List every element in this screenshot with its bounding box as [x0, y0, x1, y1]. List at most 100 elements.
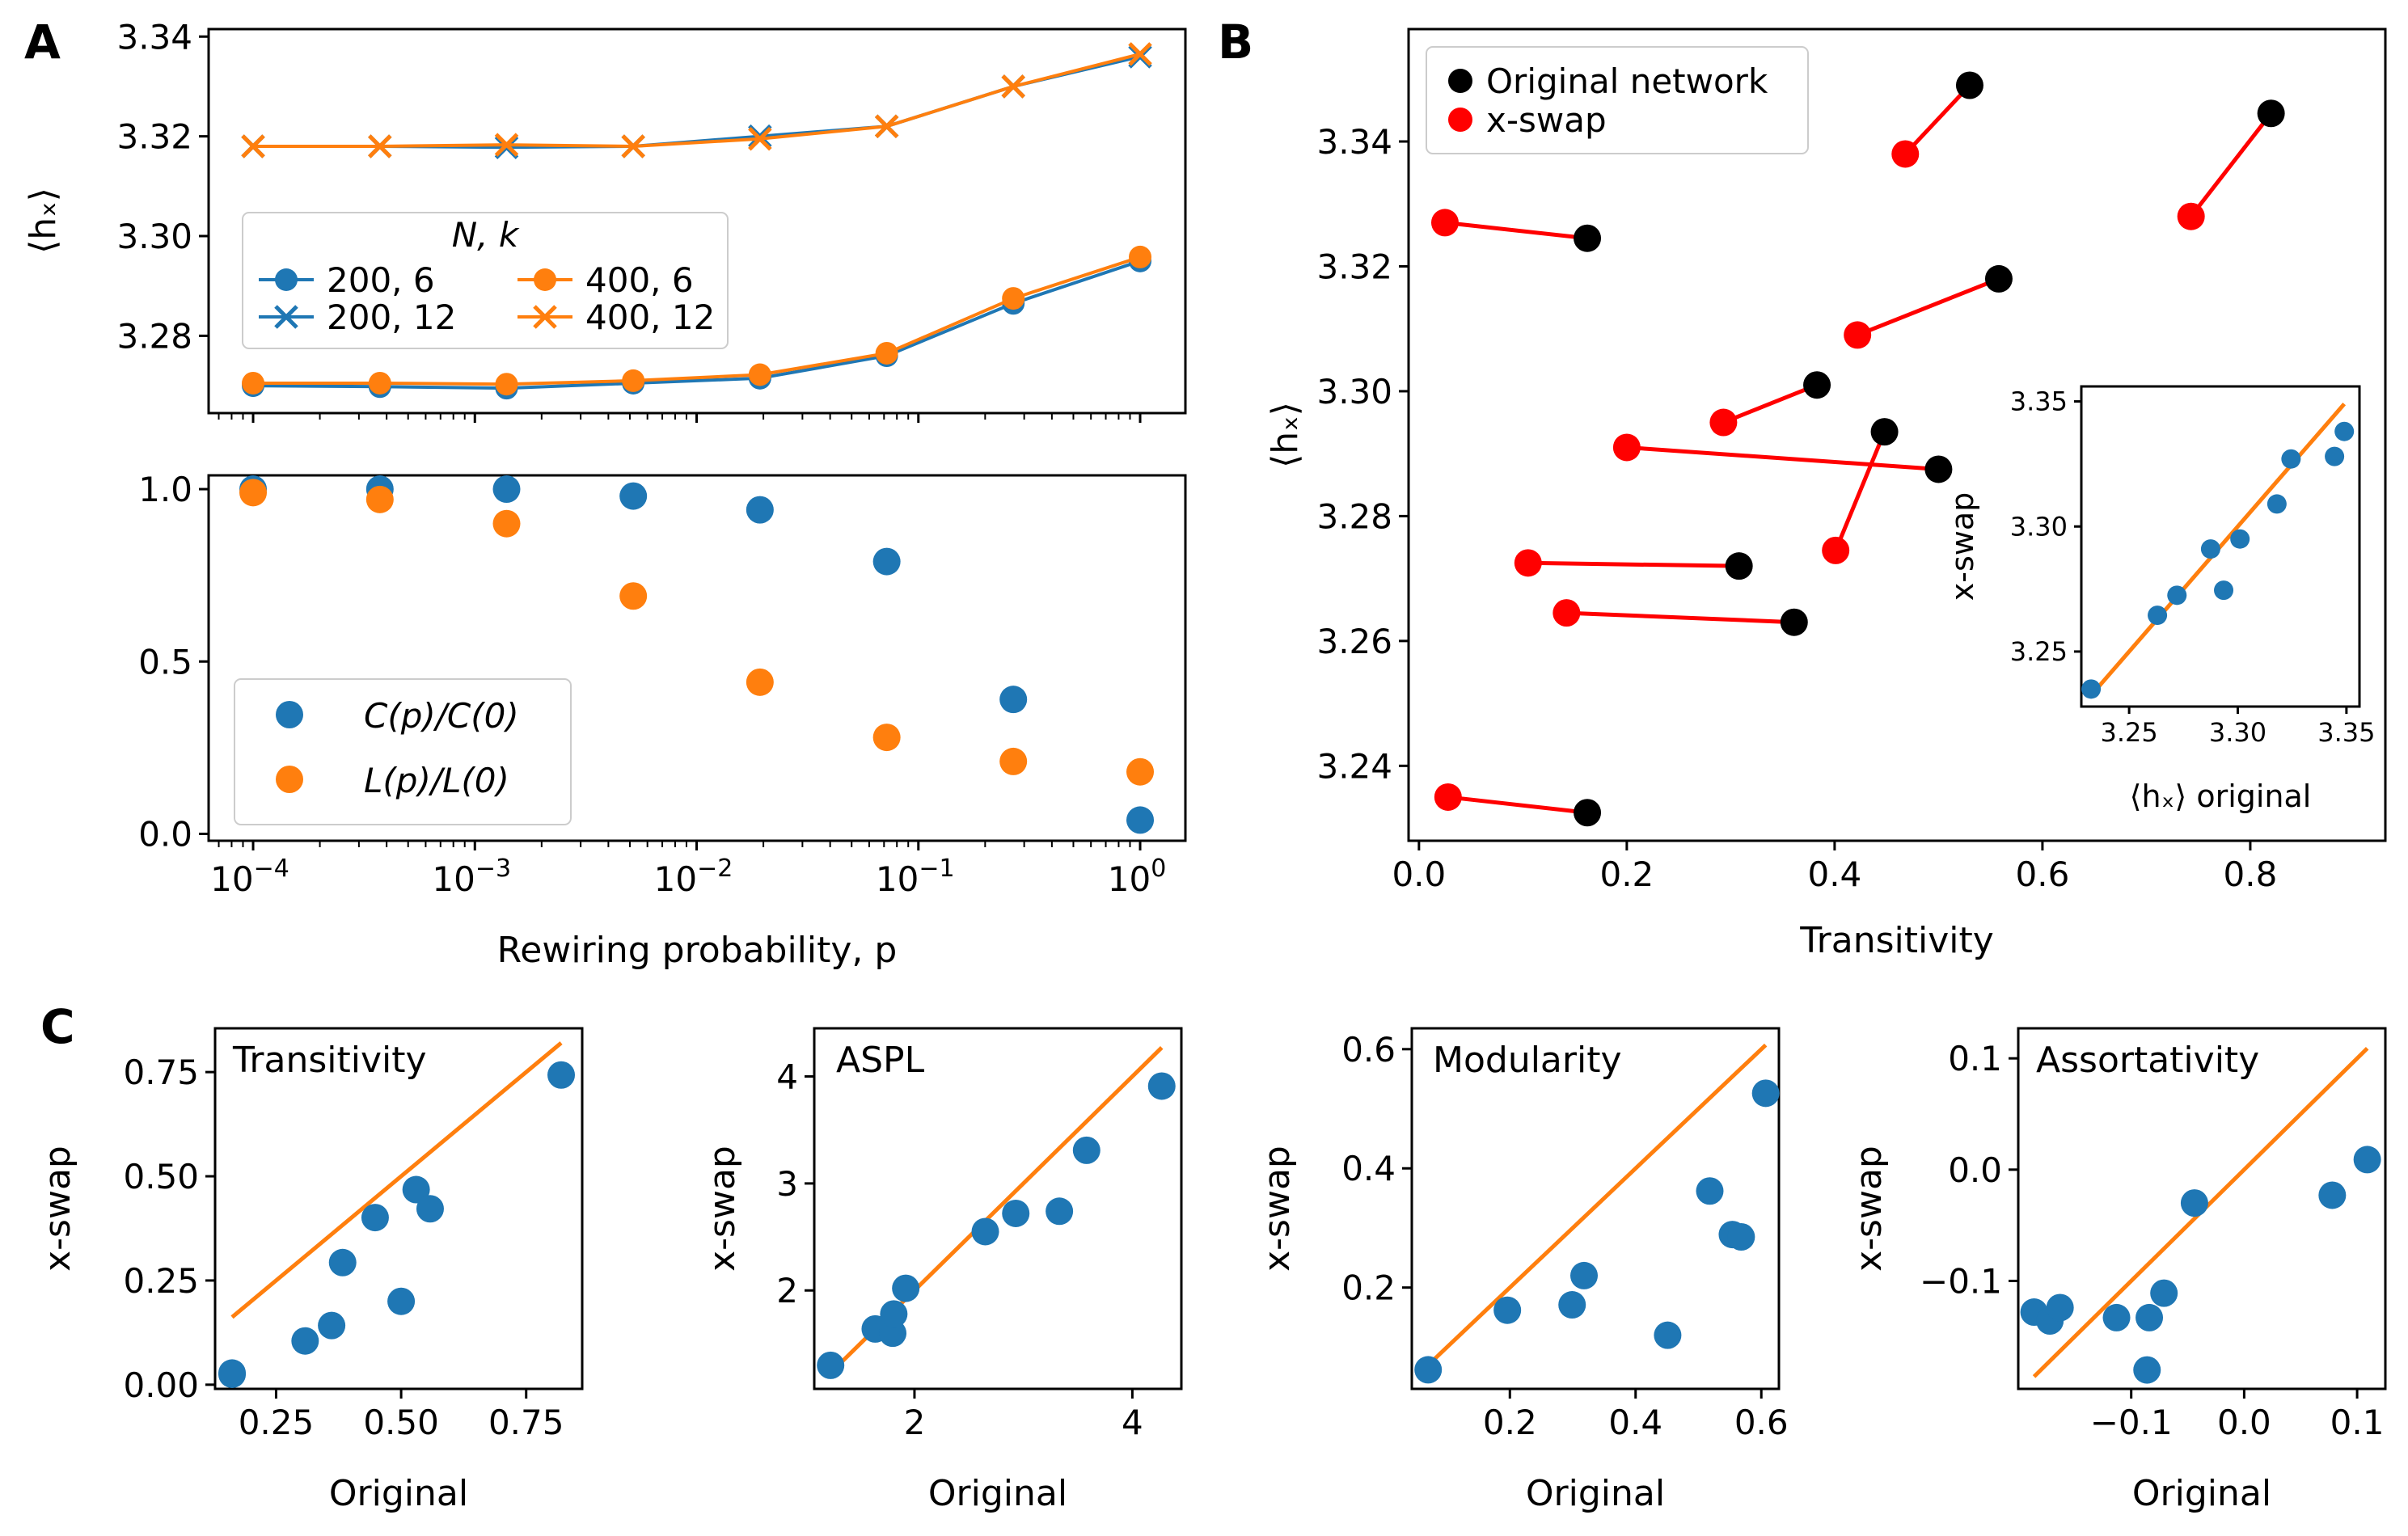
data-point: [368, 371, 391, 395]
data-point: [1046, 1197, 1074, 1226]
original-network-point: [1984, 264, 2013, 293]
data-point: [2180, 1189, 2208, 1217]
x-tick-label: 2: [904, 1403, 926, 1442]
panel-c-modularity-ylabel: x-swap: [1257, 1146, 1298, 1272]
original-network-point: [1924, 455, 1953, 483]
data-point: [999, 686, 1028, 714]
data-point: [1126, 806, 1155, 834]
data-point: [2046, 1293, 2074, 1322]
data-point: [1727, 1223, 1755, 1251]
data-point: [495, 373, 518, 396]
x-tick-label: 0.25: [239, 1403, 315, 1442]
panel-a-bottom-scatter-chart: 0.0 0.5 1.0 10−4 10−3 10−2 10−1 100 Rewiring pr…: [138, 470, 1187, 971]
data-point: [2102, 1303, 2131, 1331]
connector-line: [1903, 83, 1971, 156]
y-tick-label: 3.32: [1316, 247, 1392, 286]
x-tick-label: 0.0: [2217, 1403, 2271, 1442]
x-tick-label: 10−2: [654, 855, 733, 899]
legend-label: L(p)/L(0): [364, 761, 509, 800]
x-tick-label: 3.30: [2209, 717, 2266, 748]
panel-c-assortativity-xlabel: Original: [2132, 1473, 2271, 1514]
panel-a-top-legend: N, k 200, 6 400, 6 200, 12 400, 12: [242, 212, 729, 349]
data-point: [2148, 606, 2168, 626]
panel-c-aspl-title: ASPL: [836, 1040, 925, 1081]
y-tick-label: 3: [776, 1164, 798, 1204]
panel-c-transitivity-ylabel: x-swap: [37, 1146, 78, 1272]
data-point: [402, 1175, 430, 1204]
original-network-point: [1574, 799, 1602, 827]
x-tick-label: 0.2: [1599, 855, 1654, 894]
data-point: [2133, 1356, 2161, 1384]
data-point: [2334, 421, 2355, 441]
panel-a-top-ylabel: ⟨hₓ⟩: [23, 188, 64, 254]
panel-c-modularity-xlabel: Original: [1526, 1473, 1665, 1514]
panel-a-bottom-xlabel: Rewiring probability, p: [497, 930, 898, 971]
y-tick-label: 0.1: [1948, 1039, 2002, 1078]
legend-swatch-marker: [1448, 69, 1472, 93]
legend-label: C(p)/C(0): [364, 696, 519, 736]
x-swap-point: [1612, 433, 1641, 462]
connector-line: [1857, 276, 2000, 337]
x-tick-label: 0.50: [363, 1403, 439, 1442]
data-point: [971, 1217, 999, 1246]
x-tick-label: 0.6: [1734, 1403, 1789, 1442]
x-swap-point: [1514, 549, 1542, 577]
data-point: [2214, 580, 2234, 601]
panel-b-scatter-chart: 3.243.263.283.303.323.340.0 0.2 0.4 0.6 0.8 …: [1265, 27, 2387, 961]
panel-a-bottom-legend: C(p)/C(0) L(p)/L(0): [234, 678, 572, 825]
x-tick-label: 10−3: [432, 855, 511, 899]
x-tick-label: 100: [1108, 855, 1167, 899]
connector-line: [1626, 445, 1939, 471]
y-tick-label: 3.30: [2010, 511, 2068, 542]
panel-c-assortativity-ylabel: x-swap: [1848, 1146, 1890, 1272]
data-point: [328, 1248, 357, 1276]
data-point: [494, 133, 519, 157]
data-point: [2281, 449, 2301, 469]
data-point: [746, 496, 774, 524]
data-point: [492, 475, 521, 504]
data-point: [1001, 74, 1025, 99]
data-point: [872, 724, 901, 752]
y-tick-label: 1.0: [138, 470, 192, 509]
data-point: [619, 582, 648, 610]
y-tick-label: 0.75: [123, 1053, 199, 1092]
panel-b-inset-frame: [2080, 385, 2361, 708]
panel-c-assortativity-title: Assortativity: [2036, 1040, 2259, 1081]
x-tick-label: 0.4: [1608, 1403, 1662, 1442]
connector-line: [1722, 382, 1818, 424]
x-tick-label: 3.35: [2317, 717, 2375, 748]
x-swap-point: [1553, 599, 1581, 627]
x-tick-label: −0.1: [2090, 1403, 2173, 1442]
legend-swatch-marker: [275, 268, 298, 291]
data-point: [365, 485, 394, 513]
data-point: [2081, 679, 2102, 699]
x-tick-label: 3.25: [2101, 717, 2158, 748]
data-point: [2230, 529, 2250, 549]
data-point: [2167, 585, 2187, 606]
original-network-point: [1870, 418, 1899, 446]
y-tick-label: 0.25: [123, 1261, 199, 1301]
panel-c-transitivity-chart: 0.00 0.25 0.50 0.75 0.25 0.50 0.75 Transitivit…: [37, 1027, 584, 1514]
panel-c-assortativity-frame: [2017, 1027, 2387, 1390]
data-point: [1126, 757, 1155, 786]
panel-b-xlabel: Transitivity: [1799, 920, 1994, 961]
data-point: [622, 369, 645, 392]
y-tick-label: 3.30: [1316, 372, 1392, 411]
legend-label: 400, 6: [585, 260, 694, 300]
data-point: [492, 509, 521, 538]
panel-c-aspl-chart: 2 3 4 2 4 ASPL Original x-swap: [702, 1027, 1183, 1514]
x-tick-label: 4: [1122, 1403, 1143, 1442]
legend-swatch-marker: [1448, 108, 1472, 132]
x-swap-point: [1822, 536, 1850, 564]
y-tick-label: 0.0: [1948, 1150, 2002, 1190]
panel-c-transitivity-xlabel: Original: [329, 1473, 468, 1514]
identity-line: [230, 1041, 563, 1319]
data-point: [2325, 446, 2345, 466]
data-point: [880, 1300, 908, 1328]
data-point: [875, 341, 898, 365]
x-swap-point: [2177, 202, 2205, 230]
data-point: [1751, 1079, 1780, 1108]
x-tick-label: 0.2: [1483, 1403, 1537, 1442]
x-tick-label: 0.8: [2224, 855, 2278, 894]
data-point: [361, 1204, 389, 1232]
